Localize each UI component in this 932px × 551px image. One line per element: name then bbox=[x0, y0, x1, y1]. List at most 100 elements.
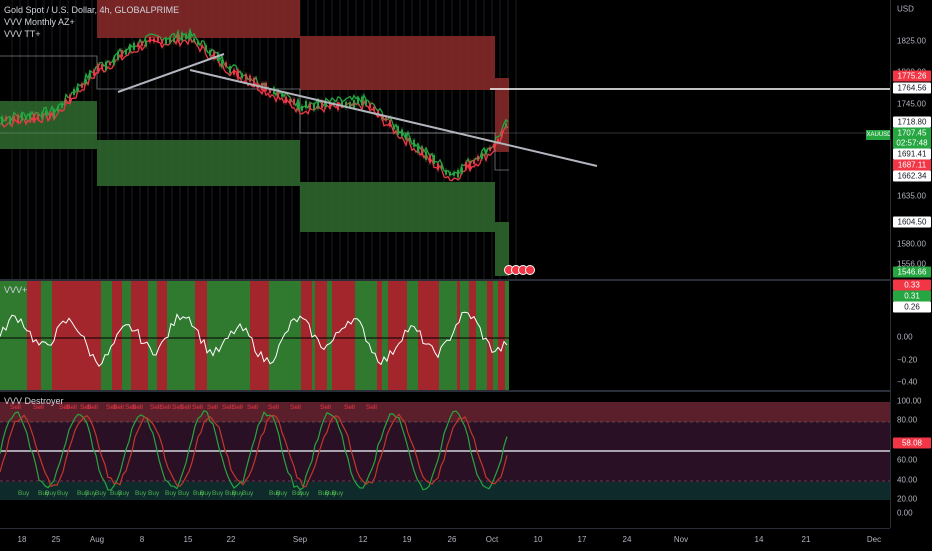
price-badge[interactable]: 0.31 bbox=[893, 290, 931, 302]
candle bbox=[157, 36, 159, 42]
price-badge[interactable]: 1691.41 bbox=[893, 148, 931, 160]
vvv-pane[interactable] bbox=[0, 281, 890, 390]
candle bbox=[81, 83, 83, 88]
pane-separator[interactable] bbox=[0, 390, 932, 392]
sell-signal-label: Sell bbox=[10, 404, 21, 411]
vvv-histogram-bar bbox=[207, 281, 218, 390]
vvv-chart[interactable] bbox=[0, 281, 890, 390]
destroyer-label[interactable]: VVV Destroyer bbox=[4, 396, 64, 406]
time-tick-label: 17 bbox=[577, 535, 587, 544]
sell-signal-label: Sell bbox=[290, 404, 301, 411]
buy-signal-label: Buy bbox=[45, 490, 57, 497]
price-badge[interactable]: 0.26 bbox=[893, 301, 931, 313]
vvv-label[interactable]: VVV+ bbox=[4, 285, 28, 295]
candle bbox=[193, 38, 195, 42]
vvv-histogram-bar bbox=[493, 281, 498, 390]
price-badge[interactable]: 1604.50 bbox=[893, 216, 931, 228]
time-tick-label: Dec bbox=[866, 535, 882, 544]
candle bbox=[437, 163, 439, 171]
candle bbox=[349, 102, 351, 107]
sell-signal-label: Sell bbox=[172, 404, 183, 411]
support-zone bbox=[300, 182, 495, 232]
indicator-label-tt[interactable]: VVV TT+ bbox=[4, 29, 41, 39]
candle bbox=[249, 75, 251, 82]
destroyer-chart[interactable] bbox=[0, 392, 890, 526]
price-badge[interactable]: 1707.45 bbox=[893, 127, 931, 139]
vvv-histogram-bar bbox=[312, 281, 315, 390]
sell-signal-label: Sell bbox=[222, 404, 233, 411]
time-axis[interactable]: 18 25 Aug 8 15 22 Sep 12 19 26 Oct 10 17 24 Nov 14 21 Dec bbox=[0, 528, 890, 551]
axis-tick-label: 1580.00 bbox=[897, 239, 926, 249]
vvv-oscillator-line bbox=[0, 311, 508, 367]
price-badge[interactable]: 1764.56 bbox=[893, 82, 931, 94]
candle bbox=[77, 87, 79, 92]
vvv-histogram-bar bbox=[52, 281, 62, 390]
candle bbox=[253, 77, 255, 87]
vvv-histogram-bar bbox=[236, 281, 243, 390]
price-badge[interactable]: 1546.66 bbox=[893, 266, 931, 278]
buy-signal-label: Buy bbox=[165, 490, 177, 497]
sell-signal-label: Sell bbox=[59, 404, 70, 411]
buy-signal-label: Buy bbox=[57, 490, 69, 497]
pane-separator[interactable] bbox=[0, 279, 932, 281]
price-chart[interactable] bbox=[0, 0, 890, 279]
vvv-histogram-bar bbox=[88, 281, 97, 390]
vvv-legend: VVV+ bbox=[4, 284, 27, 296]
candle bbox=[237, 69, 239, 78]
indicator-label-monthly[interactable]: VVV Monthly AZ+ bbox=[4, 17, 75, 27]
price-badge[interactable]: 1718.80 bbox=[893, 116, 931, 128]
axis-tick-label: 40.00 bbox=[897, 475, 918, 485]
candle bbox=[229, 66, 231, 74]
candle bbox=[33, 113, 35, 120]
symbol-title[interactable]: Gold Spot / U.S. Dollar, 4h, GLOBALPRIME bbox=[4, 5, 180, 15]
vvv-histogram-bar bbox=[11, 281, 21, 390]
time-tick-label: Oct bbox=[485, 535, 499, 544]
candle bbox=[29, 112, 31, 120]
time-tick-label: 19 bbox=[402, 535, 412, 544]
candle bbox=[381, 115, 383, 120]
sell-signal-label: Sell bbox=[66, 404, 77, 411]
sell-signal-label: Sell bbox=[247, 404, 258, 411]
sell-signal-label: Sell bbox=[366, 404, 377, 411]
candle bbox=[405, 133, 407, 140]
trendline bbox=[117, 53, 225, 93]
resistance-zone bbox=[97, 0, 300, 38]
candle bbox=[321, 101, 323, 109]
candle bbox=[385, 117, 387, 121]
candle bbox=[369, 103, 371, 109]
candle bbox=[65, 99, 67, 104]
price-badge[interactable]: 02:57:48 bbox=[893, 137, 931, 149]
buy-signal-label: Buy bbox=[325, 490, 337, 497]
candle bbox=[245, 74, 247, 80]
candle bbox=[173, 37, 175, 43]
candle bbox=[497, 138, 499, 144]
axis-tick-label: 1745.00 bbox=[897, 99, 926, 109]
candle bbox=[69, 94, 71, 104]
price-badge[interactable]: 58.08 bbox=[893, 437, 931, 449]
destroyer-pane[interactable] bbox=[0, 392, 890, 526]
candle bbox=[505, 123, 507, 128]
sell-signal-label: Sell bbox=[268, 404, 279, 411]
candle bbox=[469, 160, 471, 169]
buy-signal-label: Buy bbox=[77, 490, 89, 497]
candle bbox=[169, 37, 171, 43]
vvv-histogram-bar bbox=[177, 281, 185, 390]
candle bbox=[233, 69, 235, 75]
sell-signal-label: Sell bbox=[113, 404, 124, 411]
vvv-histogram-bar bbox=[388, 281, 395, 390]
vvv-histogram-bar bbox=[269, 281, 280, 390]
price-badge[interactable]: 0.33 bbox=[893, 279, 931, 291]
candle bbox=[85, 79, 87, 84]
vvv-histogram-bar bbox=[62, 281, 72, 390]
vvv-histogram-bar bbox=[250, 281, 257, 390]
price-badge[interactable]: 1662.34 bbox=[893, 170, 931, 182]
vvv-histogram-bar bbox=[377, 281, 382, 390]
price-axis[interactable]: USD 1825.001800.001745.001690.001635.001… bbox=[890, 0, 932, 528]
vvv-histogram-bar bbox=[301, 281, 312, 390]
candle bbox=[397, 126, 399, 135]
price-badge[interactable]: 1775.26 bbox=[893, 70, 931, 82]
vvv-histogram-bar bbox=[266, 281, 269, 390]
price-badge[interactable]: 1687.11 bbox=[893, 159, 931, 171]
price-pane[interactable] bbox=[0, 0, 890, 279]
vvv-histogram-bar bbox=[139, 281, 148, 390]
